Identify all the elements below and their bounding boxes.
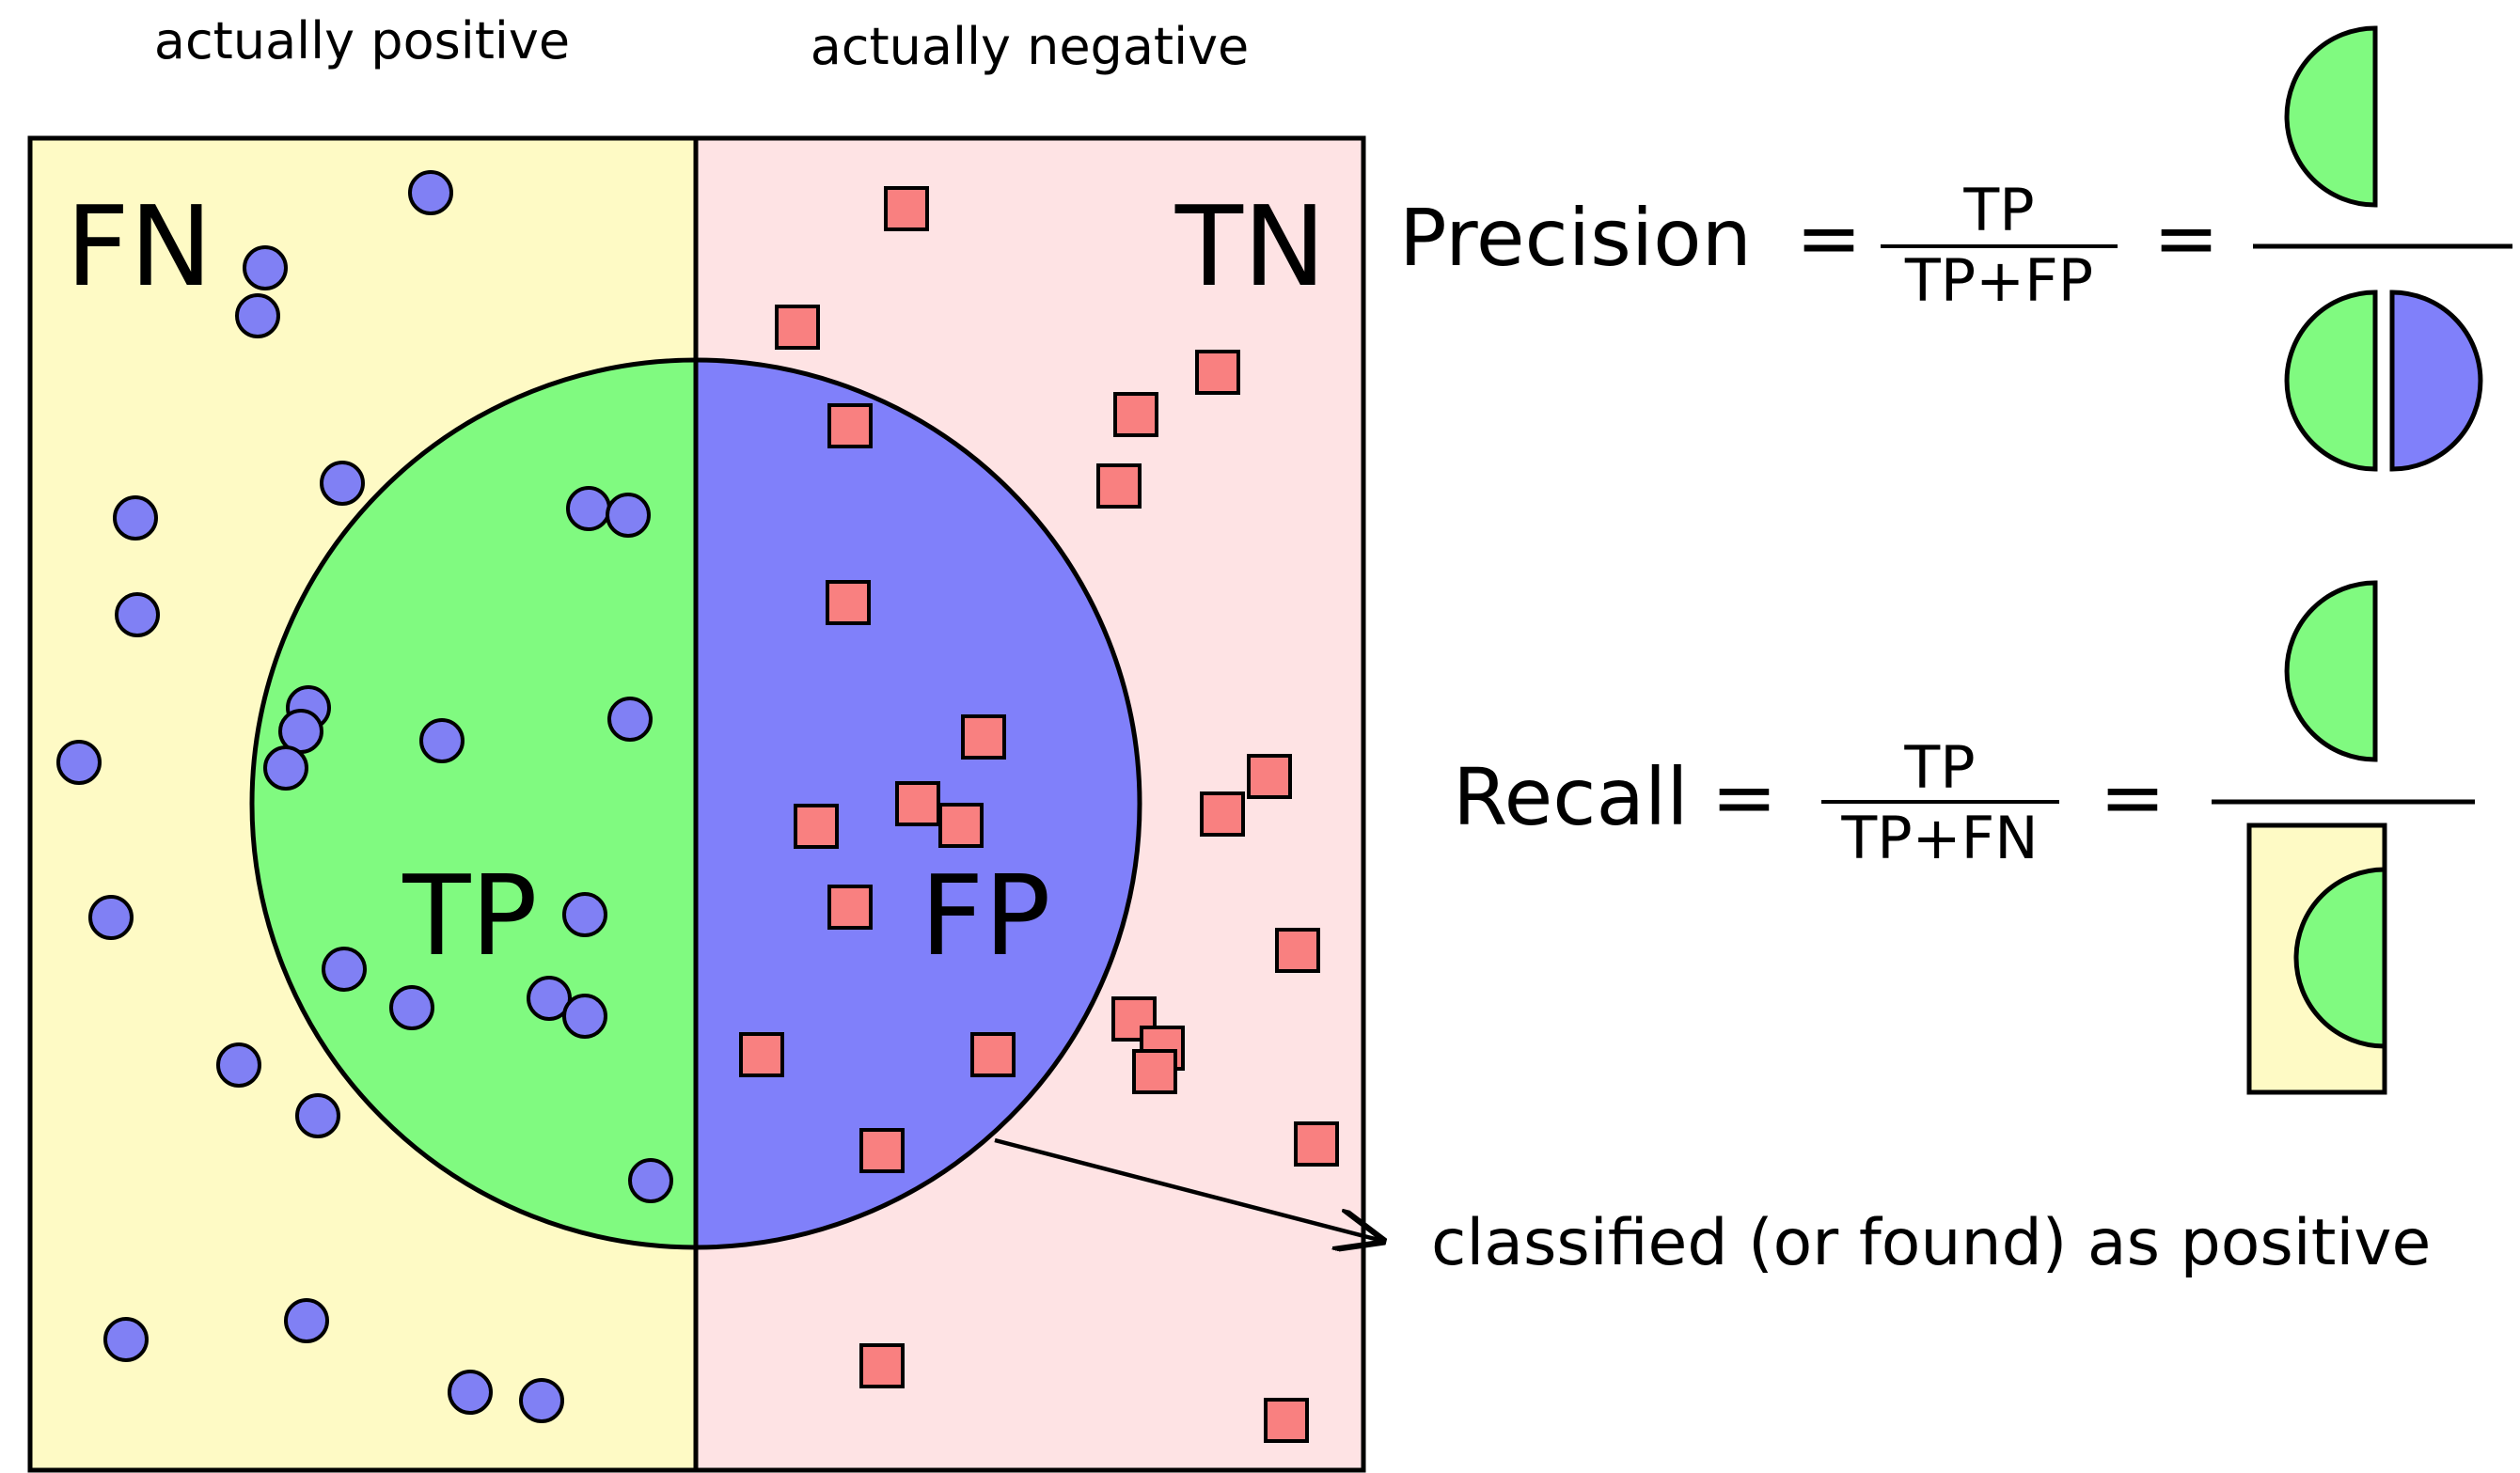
- negative-item-square: [938, 803, 984, 848]
- recall-equals: =: [1711, 751, 1777, 843]
- positive-item-dot: [322, 947, 367, 992]
- positive-item-dot: [408, 170, 453, 215]
- precision-equals-2: =: [2153, 192, 2219, 284]
- positive-item-dot: [103, 1317, 149, 1362]
- negative-item-square: [1200, 791, 1245, 837]
- positive-item-dot: [419, 718, 465, 763]
- negative-item-square: [859, 1343, 905, 1388]
- positive-item-dot: [606, 493, 651, 538]
- negative-item-square: [739, 1032, 784, 1077]
- annotation-arrow: [994, 1137, 1382, 1241]
- negative-item-square: [827, 885, 873, 930]
- negative-item-square: [1264, 1398, 1309, 1443]
- positive-item-dot: [562, 994, 607, 1039]
- positive-item-dot: [607, 697, 653, 742]
- fp-label: FP: [920, 851, 1050, 980]
- positive-item-dot: [527, 976, 572, 1021]
- recall-numerator: TP: [1903, 733, 1975, 802]
- precision-equals: =: [1796, 192, 1862, 284]
- tp-label: TP: [402, 851, 537, 980]
- positive-item-dot: [562, 892, 607, 937]
- recall-tp-half-circle-icon: [2284, 580, 2378, 762]
- negative-items: [739, 186, 1339, 1443]
- tn-label: TN: [1174, 181, 1326, 311]
- negative-item-square: [826, 580, 871, 625]
- positive-item-dot: [243, 245, 288, 290]
- negative-item-square: [961, 714, 1006, 760]
- positive-item-dot: [88, 895, 134, 940]
- positive-item-dot: [235, 293, 280, 338]
- positive-item-dot: [216, 1042, 261, 1088]
- recall-formula: Recall = TP TP+FN =: [1453, 580, 2475, 1095]
- positive-item-dot: [284, 1298, 329, 1343]
- positive-item-dot: [113, 495, 158, 541]
- negative-item-square: [1275, 928, 1320, 973]
- annotation-text: classified (or found) as positive: [1431, 1206, 2431, 1280]
- negative-item-square: [970, 1032, 1016, 1077]
- positive-item-dot: [448, 1370, 493, 1415]
- positive-item-dot: [566, 486, 611, 531]
- positive-item-dot: [263, 745, 308, 791]
- header-actually-positive: actually positive: [154, 11, 570, 71]
- fn-label: FN: [66, 181, 213, 311]
- precision-label: Precision: [1399, 192, 1752, 284]
- negative-item-square: [1096, 463, 1142, 509]
- precision-numerator: TP: [1962, 176, 2034, 244]
- positive-item-dot: [115, 592, 160, 637]
- positive-item-dot: [295, 1093, 340, 1138]
- negative-item-square: [794, 804, 839, 849]
- positive-item-dot: [519, 1378, 564, 1423]
- precision-tp-half-icon: [2284, 290, 2378, 472]
- positive-item-dot: [628, 1158, 673, 1203]
- positive-item-dot: [56, 740, 102, 785]
- negative-item-square: [884, 186, 929, 231]
- header-actually-negative: actually negative: [811, 17, 1250, 76]
- negative-item-square: [1195, 350, 1240, 395]
- negative-item-square: [895, 781, 940, 826]
- negative-item-square: [775, 305, 820, 350]
- precision-denominator: TP+FP: [1904, 246, 2093, 315]
- negative-item-square: [859, 1128, 905, 1173]
- positive-item-dot: [320, 461, 365, 506]
- recall-label: Recall: [1453, 751, 1689, 843]
- recall-denominator: TP+FN: [1840, 804, 2038, 872]
- recall-tp-half-icon: [2293, 867, 2387, 1049]
- precision-tp-half-circle-icon: [2284, 25, 2378, 208]
- negative-item-square: [1132, 1049, 1177, 1094]
- precision-fp-half-icon: [2389, 290, 2483, 472]
- negative-item-square: [1113, 392, 1158, 437]
- positive-item-dot: [389, 985, 434, 1030]
- negative-item-square: [1247, 754, 1292, 799]
- negative-item-square: [827, 403, 873, 448]
- negative-item-square: [1294, 1121, 1339, 1167]
- precision-formula: Precision = TP TP+FP =: [1399, 25, 2512, 472]
- positive-items: [56, 170, 673, 1423]
- recall-equals-2: =: [2100, 751, 2166, 843]
